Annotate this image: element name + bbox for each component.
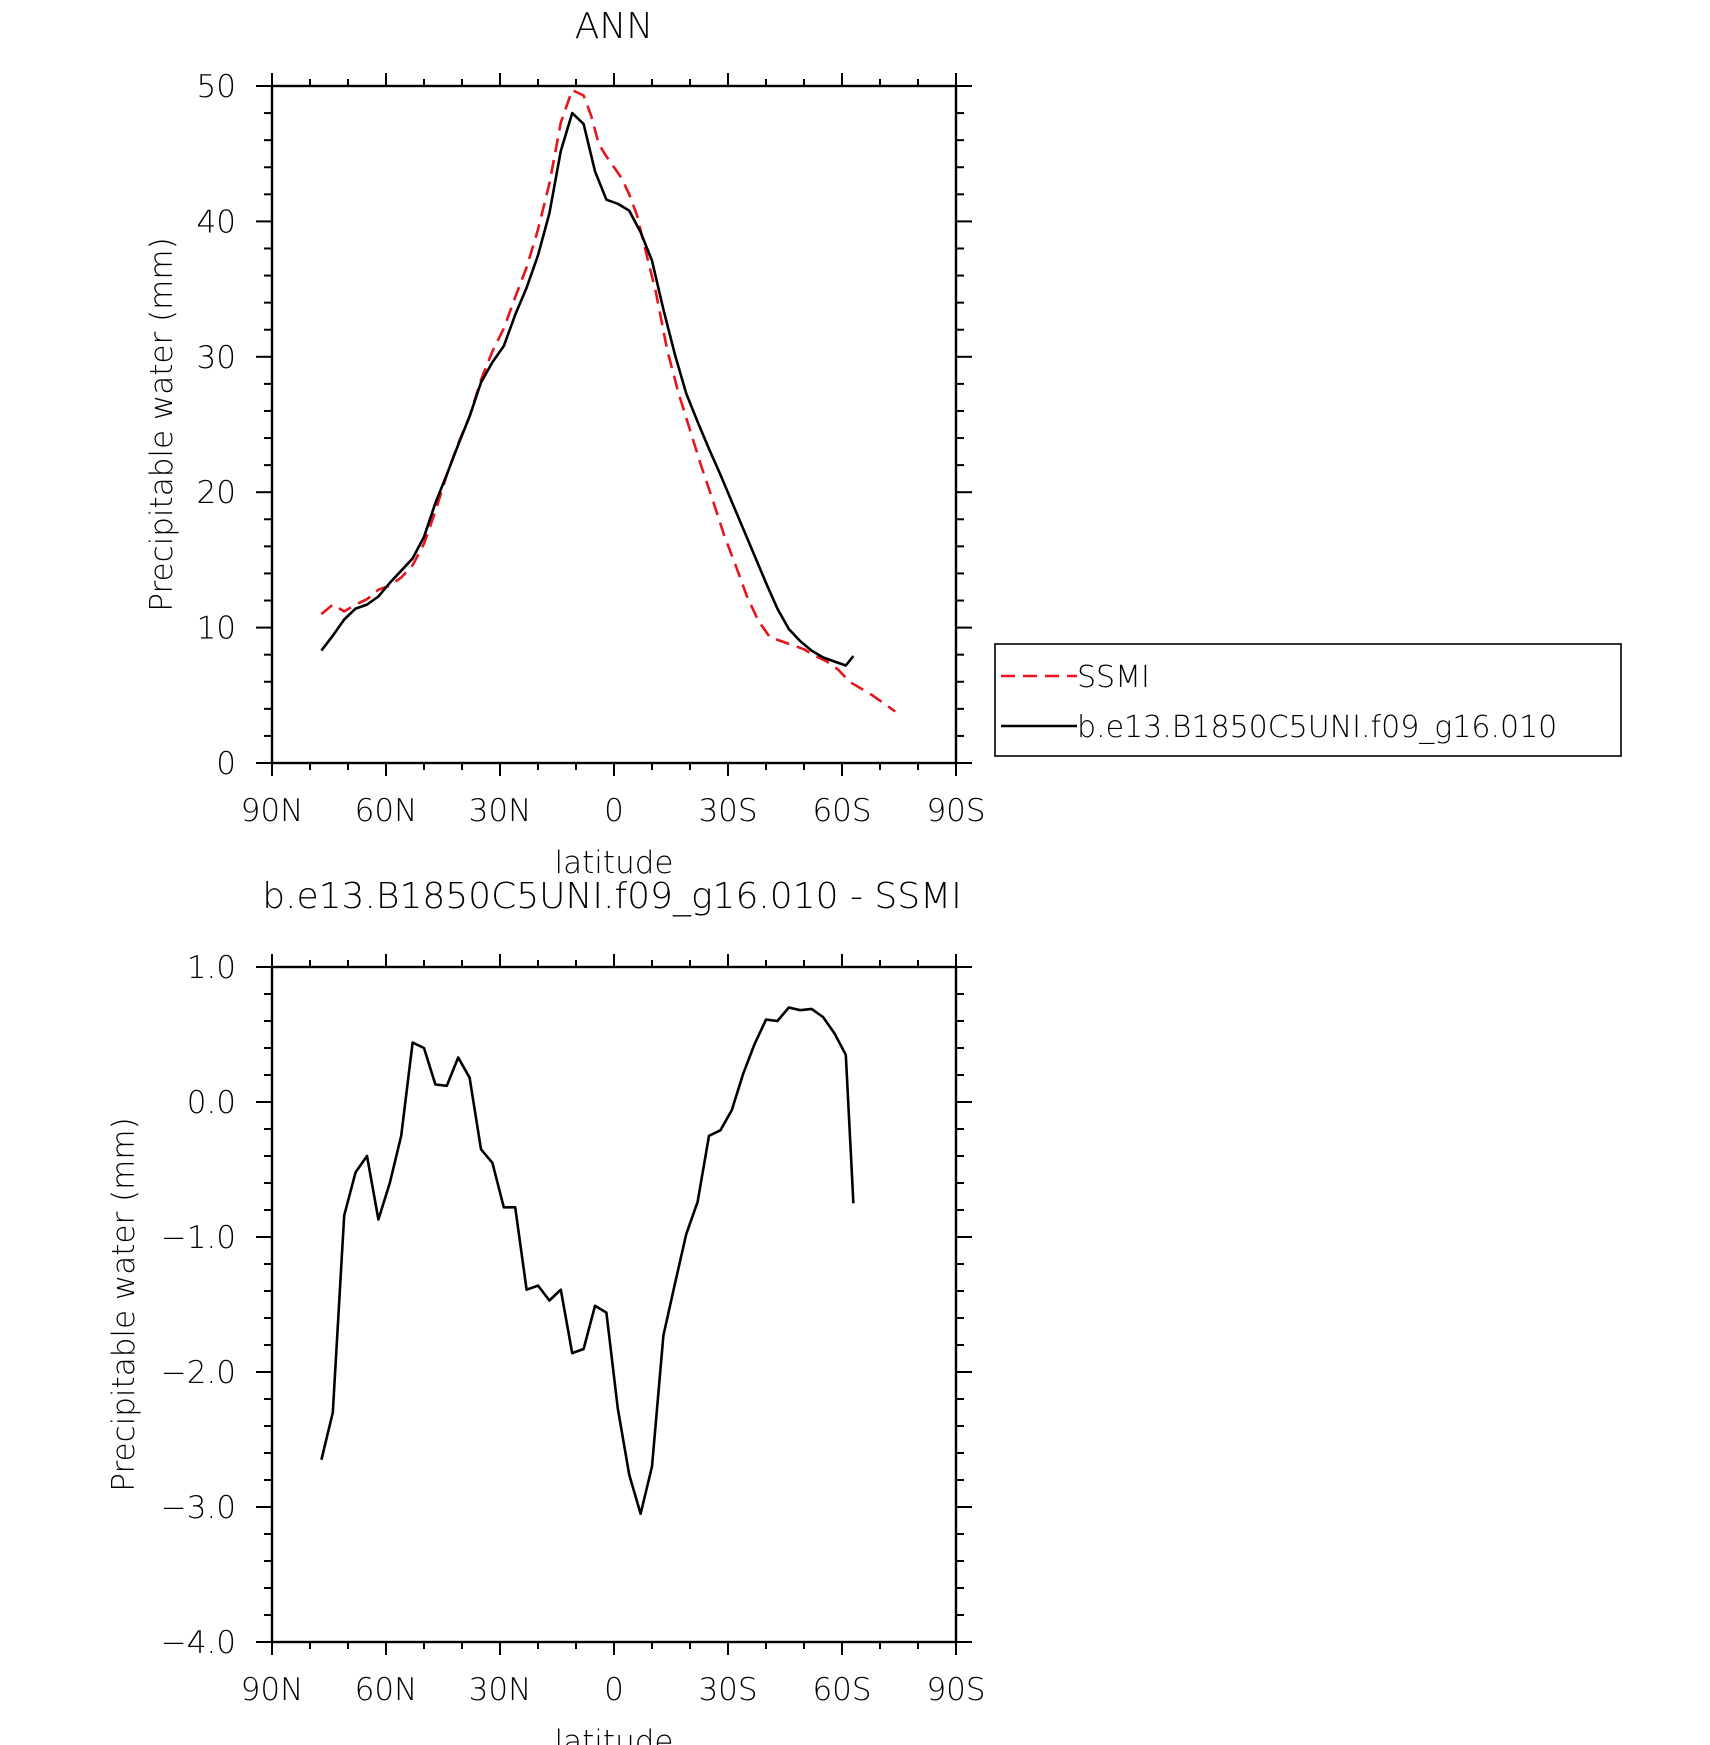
y-axis-label: Precipitable water (mm) [144,237,180,611]
y-tick-label: 20 [197,475,236,511]
plot-frame [270,965,958,1644]
x-tick-label: 60S [812,793,871,829]
x-tick-label: 0 [604,1672,624,1708]
y-tick-label: 40 [197,204,236,240]
y-tick-label: −3.0 [161,1490,236,1526]
chart-title: b.e13.B1850C5UNI.f09_g16.010 - SSMI [262,876,962,917]
plot-frame [270,84,958,765]
x-tick-label: 60N [355,793,418,829]
y-tick-label: −1.0 [161,1220,236,1256]
panel-mean-profile: 90N 60N 30N 0 30S 60S 90S 0 10 20 30 40 50 ANN latitud… [144,6,1622,881]
y-tick-label: 0 [216,746,236,782]
x-tick-label: 90S [926,793,985,829]
x-tick-label: 30S [698,1672,757,1708]
y-tick-label: −4.0 [161,1625,236,1661]
y-tick-label: −2.0 [161,1355,236,1391]
x-tick-label: 60N [355,1672,418,1708]
legend-label: b.e13.B1850C5UNI.f09_g16.010 [1077,710,1557,745]
y-tick-label: 1.0 [187,950,236,986]
series-line-0 [320,88,896,713]
x-tick-label: 0 [604,793,624,829]
y-tick-label: 30 [197,340,236,376]
x-tick-label: 90N [241,793,304,829]
y-tick-label: 10 [197,611,236,647]
y-tick-label: 0.0 [187,1085,236,1121]
legend-box [994,643,1622,757]
x-axis-label: latitude [555,845,674,881]
x-tick-label: 30N [469,1672,532,1708]
x-axis-label: latitude [555,1724,674,1745]
x-tick-label: 90N [241,1672,304,1708]
y-axis-label: Precipitable water (mm) [106,1117,142,1491]
legend: SSMI b.e13.B1850C5UNI.f09_g16.010 [994,643,1622,757]
series-line-1 [320,111,855,667]
x-tick-label: 30S [698,793,757,829]
y-tick-label: 50 [197,69,236,105]
x-tick-label: 60S [812,1672,871,1708]
x-tick-label: 30N [469,793,532,829]
chart-title: ANN [575,6,654,47]
series-line-0 [320,1006,855,1516]
panel-difference: 90N 60N 30N 0 30S 60S 90S −4.0 −3.0 −2.0 −1.0 0.0 1.… [106,876,986,1745]
x-tick-label: 90S [926,1672,985,1708]
legend-label: SSMI [1077,660,1150,695]
